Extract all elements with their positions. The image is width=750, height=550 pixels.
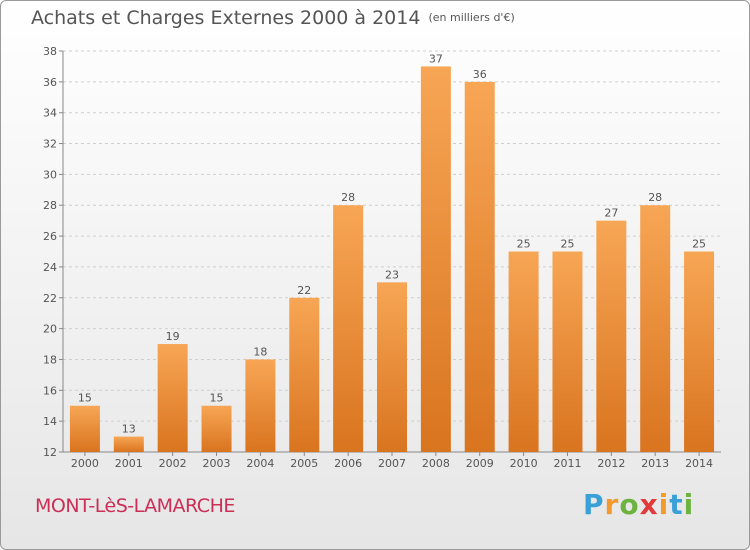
- bar: [157, 344, 188, 452]
- bar: [508, 251, 539, 452]
- x-tick-label: 2002: [159, 457, 187, 470]
- data-label: 37: [429, 52, 443, 65]
- data-label: 25: [560, 238, 574, 251]
- data-label: 28: [341, 191, 355, 204]
- logo-letter: i: [658, 488, 670, 521]
- commune-name: MONT-LèS-LAMARCHE: [35, 495, 235, 517]
- bar: [464, 81, 495, 452]
- logo-letter: r: [604, 488, 620, 521]
- proxiti-logo: Proxiti: [583, 488, 694, 521]
- y-tick-label: 28: [43, 199, 57, 212]
- x-tick-label: 2010: [510, 457, 538, 470]
- x-tick-label: 2012: [597, 457, 625, 470]
- x-tick-label: 2013: [641, 457, 669, 470]
- bar: [420, 66, 451, 452]
- data-label: 13: [122, 423, 136, 436]
- x-tick-label: 2000: [71, 457, 99, 470]
- logo-letter: i: [683, 488, 695, 521]
- data-label: 15: [78, 392, 92, 405]
- x-tick-label: 2007: [378, 457, 406, 470]
- x-tick-label: 2008: [422, 457, 450, 470]
- y-tick-label: 18: [43, 353, 57, 366]
- y-tick-label: 34: [43, 107, 57, 120]
- bar: [640, 205, 671, 452]
- y-tick-label: 22: [43, 292, 57, 305]
- bar: [684, 251, 715, 452]
- x-tick-label: 2006: [334, 457, 362, 470]
- x-tick-label: 2014: [685, 457, 713, 470]
- y-tick-label: 24: [43, 261, 57, 274]
- bar: [201, 405, 232, 452]
- x-tick-label: 2011: [553, 457, 581, 470]
- bar: [245, 359, 276, 452]
- y-tick-label: 30: [43, 168, 57, 181]
- x-tick-label: 2003: [203, 457, 231, 470]
- y-tick-label: 14: [43, 415, 57, 428]
- bar: [69, 405, 100, 452]
- bar: [113, 436, 144, 452]
- data-label: 22: [297, 284, 311, 297]
- x-tick-label: 2004: [246, 457, 274, 470]
- logo-letter: o: [619, 488, 640, 521]
- data-label: 23: [385, 268, 399, 281]
- data-label: 18: [253, 345, 267, 358]
- bar: [289, 297, 320, 452]
- logo-letter: P: [583, 488, 605, 521]
- y-tick-label: 38: [43, 45, 57, 58]
- data-labels: 15 13 19 15 18 22 28 23 37 36 25 25 27 28 25: [78, 52, 706, 435]
- data-label: 25: [692, 238, 706, 251]
- bars: [69, 66, 715, 452]
- y-tick-label: 12: [43, 446, 57, 459]
- y-tick-label: 20: [43, 323, 57, 336]
- chart-subtitle: (en milliers d'€): [428, 11, 515, 24]
- bar: [596, 220, 627, 452]
- chart-title: Achats et Charges Externes 2000 à 2014 (e…: [31, 7, 515, 29]
- logo-letter: t: [669, 488, 684, 521]
- data-label: 28: [648, 191, 662, 204]
- bar: [552, 251, 583, 452]
- y-tick-label: 32: [43, 138, 57, 151]
- data-label: 15: [210, 392, 224, 405]
- data-label: 27: [604, 207, 618, 220]
- data-label: 36: [473, 68, 487, 81]
- x-tick-label: 2001: [115, 457, 143, 470]
- x-tick-label: 2005: [290, 457, 318, 470]
- y-tick-label: 16: [43, 384, 57, 397]
- data-label: 25: [517, 238, 531, 251]
- bar: [333, 205, 364, 452]
- data-label: 19: [166, 330, 180, 343]
- axes: 12 14 16 18 20 22 24 26 28 30 32 34 36 38 2000 2001 2002…: [43, 45, 721, 470]
- logo-letter: x: [639, 488, 659, 521]
- bar: [377, 282, 407, 452]
- y-tick-label: 26: [43, 230, 57, 243]
- x-tick-label: 2009: [466, 457, 494, 470]
- chart-title-text: Achats et Charges Externes 2000 à 2014: [31, 7, 421, 29]
- y-tick-label: 36: [43, 76, 57, 89]
